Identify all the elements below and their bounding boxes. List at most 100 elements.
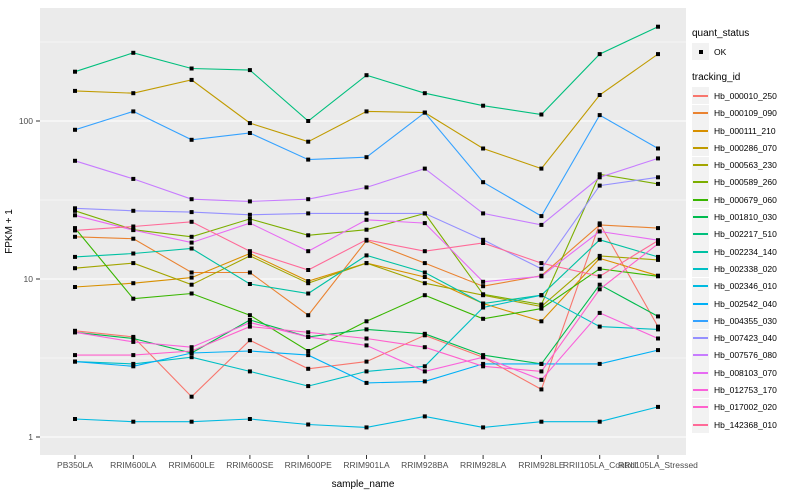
data-point-Hb_142368_010 — [364, 237, 369, 242]
data-point-Hb_012753_170 — [73, 330, 77, 335]
data-point-Hb_000563_230 — [73, 266, 77, 271]
data-point-Hb_000109_090 — [422, 261, 427, 266]
data-point-Hb_002217_510 — [247, 68, 252, 73]
data-point-Hb_008103_070 — [422, 221, 427, 226]
data-point-Hb_007576_080 — [306, 197, 311, 202]
line-swatch-icon — [692, 398, 709, 416]
legend-item-Hb_007423_040: Hb_007423_040 — [692, 329, 798, 347]
data-point-Hb_002217_510 — [481, 103, 486, 108]
data-point-Hb_001810_030 — [481, 353, 486, 358]
data-point-Hb_007576_080 — [539, 222, 544, 227]
data-point-Hb_000286_070 — [189, 77, 194, 82]
panel-background — [40, 8, 686, 455]
legend-item-label: Hb_000109_090 — [714, 108, 777, 119]
data-point-Hb_142368_010 — [422, 249, 427, 254]
legend-item-label: Hb_000111_210 — [714, 125, 776, 136]
legend-item-Hb_000109_090: Hb_000109_090 — [692, 104, 798, 122]
data-point-Hb_007423_040 — [481, 237, 486, 242]
data-point-Hb_000010_250 — [656, 324, 660, 329]
legend-title-quant-status: quant_status — [692, 28, 750, 39]
data-point-Hb_012753_170 — [306, 334, 311, 339]
data-point-Hb_002234_140 — [306, 291, 311, 296]
data-point-Hb_000589_260 — [597, 172, 602, 177]
line-swatch-icon — [692, 208, 709, 226]
data-point-Hb_000589_260 — [73, 208, 77, 213]
legend-item-label: Hb_000589_260 — [714, 177, 777, 188]
data-point-Hb_000286_070 — [364, 109, 369, 114]
data-point-Hb_007423_040 — [364, 211, 369, 216]
data-point-Hb_002234_140 — [656, 254, 660, 259]
data-point-Hb_001810_030 — [422, 331, 427, 336]
line-swatch-icon — [692, 329, 709, 347]
data-point-Hb_017002_020 — [481, 364, 486, 369]
data-point-Hb_004355_030 — [247, 131, 252, 135]
data-point-Hb_017002_020 — [247, 324, 252, 329]
x-tick-label: RRII105LA_Control — [563, 460, 637, 470]
legend-item-Hb_002217_510: Hb_002217_510 — [692, 225, 798, 243]
data-point-Hb_002217_510 — [306, 119, 311, 123]
ok-square-marker-icon — [692, 43, 709, 61]
data-point-Hb_017002_020 — [656, 241, 660, 246]
data-point-Hb_004355_030 — [481, 180, 486, 185]
legend-item-Hb_000010_250: Hb_000010_250 — [692, 87, 798, 105]
data-point-Hb_007423_040 — [247, 212, 252, 217]
legend-item-label: Hb_001810_030 — [714, 212, 777, 223]
legend-item-Hb_012753_170: Hb_012753_170 — [692, 381, 798, 399]
data-point-Hb_000563_230 — [656, 257, 660, 262]
data-point-Hb_000286_070 — [131, 91, 136, 96]
x-tick-label: RRIM901LA — [343, 460, 390, 470]
line-swatch-icon — [692, 416, 709, 434]
legend-item-label: Hb_000010_250 — [714, 90, 777, 101]
legend-item-label: Hb_007576_080 — [714, 350, 777, 361]
data-point-Hb_002217_510 — [422, 91, 427, 96]
line-swatch-icon — [692, 173, 709, 191]
legend-item-label: Hb_012753_170 — [714, 384, 777, 395]
data-point-Hb_012753_170 — [597, 310, 602, 315]
data-point-Hb_004355_030 — [131, 109, 136, 114]
data-point-Hb_004355_030 — [189, 137, 194, 142]
data-point-Hb_002217_510 — [131, 50, 136, 55]
data-point-Hb_017002_020 — [597, 287, 602, 292]
data-point-Hb_001810_030 — [656, 314, 660, 319]
legend-item-Hb_008103_070: Hb_008103_070 — [692, 364, 798, 382]
data-point-Hb_012753_170 — [539, 377, 544, 382]
x-axis-title: sample_name — [332, 479, 395, 490]
legend-item-label: Hb_002338_020 — [714, 263, 777, 274]
data-point-Hb_002346_010 — [597, 419, 602, 424]
data-point-Hb_012753_170 — [131, 339, 136, 344]
data-point-Hb_000563_230 — [364, 261, 369, 266]
data-point-Hb_012753_170 — [481, 355, 486, 360]
data-point-Hb_000109_090 — [247, 270, 252, 275]
data-point-Hb_142368_010 — [189, 219, 194, 224]
data-point-Hb_000109_090 — [481, 284, 486, 289]
x-tick-label: RRIM600LA — [110, 460, 157, 470]
x-tick-label: RRIM600PE — [285, 460, 333, 470]
legend-item-Hb_002542_040: Hb_002542_040 — [692, 295, 798, 312]
data-point-Hb_002338_020 — [306, 384, 311, 389]
data-point-Hb_002217_510 — [539, 112, 544, 117]
data-point-Hb_000111_210 — [422, 275, 427, 279]
data-point-Hb_017002_020 — [306, 330, 311, 335]
x-tick-label: PB350LA — [57, 460, 93, 470]
data-point-Hb_002234_140 — [597, 237, 602, 242]
data-point-Hb_142368_010 — [656, 238, 660, 243]
data-point-Hb_002338_020 — [539, 293, 544, 298]
data-point-Hb_008103_070 — [73, 213, 77, 218]
data-point-Hb_000111_210 — [597, 256, 602, 261]
x-tick-label: RRII105LA_Stressed — [618, 460, 698, 470]
data-point-Hb_000563_230 — [597, 253, 602, 258]
legend-item-label: Hb_017002_020 — [714, 402, 777, 413]
line-swatch-icon — [692, 87, 709, 105]
x-tick-label: RRIM928LA — [460, 460, 507, 470]
data-point-Hb_000109_090 — [306, 313, 311, 318]
y-tick-label: 100 — [19, 116, 33, 126]
data-point-Hb_002346_010 — [247, 417, 252, 421]
data-point-Hb_004355_030 — [539, 214, 544, 219]
data-point-Hb_002542_040 — [73, 359, 77, 364]
data-point-Hb_000679_060 — [539, 306, 544, 311]
data-point-Hb_002338_020 — [364, 369, 369, 374]
data-point-Hb_000010_250 — [247, 338, 252, 343]
data-point-Hb_017002_020 — [73, 353, 77, 358]
data-point-Hb_000679_060 — [422, 293, 427, 298]
data-point-Hb_007423_040 — [306, 211, 311, 216]
